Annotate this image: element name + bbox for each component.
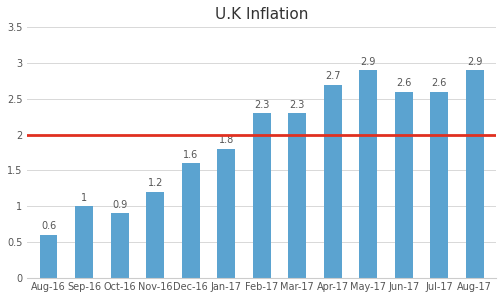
Bar xyxy=(395,92,412,278)
Text: 1.6: 1.6 xyxy=(183,150,198,160)
Bar xyxy=(111,213,128,278)
Text: 2.3: 2.3 xyxy=(254,100,270,110)
Bar xyxy=(324,85,342,278)
Bar xyxy=(359,70,377,278)
Text: 2.6: 2.6 xyxy=(432,78,447,88)
Bar xyxy=(288,113,306,278)
Bar xyxy=(466,70,483,278)
Text: 0.9: 0.9 xyxy=(112,200,127,210)
Bar xyxy=(431,92,448,278)
Text: 2.9: 2.9 xyxy=(467,57,482,67)
Bar xyxy=(146,192,164,278)
Text: 2.7: 2.7 xyxy=(325,71,341,81)
Bar xyxy=(253,113,271,278)
Text: 1.2: 1.2 xyxy=(147,179,163,188)
Bar xyxy=(182,163,200,278)
Text: 2.9: 2.9 xyxy=(361,57,376,67)
Text: 1.8: 1.8 xyxy=(218,135,234,145)
Bar xyxy=(217,149,235,278)
Text: 0.6: 0.6 xyxy=(41,221,56,231)
Text: 2.6: 2.6 xyxy=(396,78,411,88)
Text: 1: 1 xyxy=(81,193,87,203)
Bar xyxy=(40,235,57,278)
Text: 2.3: 2.3 xyxy=(290,100,305,110)
Bar xyxy=(75,206,93,278)
Title: U.K Inflation: U.K Inflation xyxy=(215,7,308,22)
